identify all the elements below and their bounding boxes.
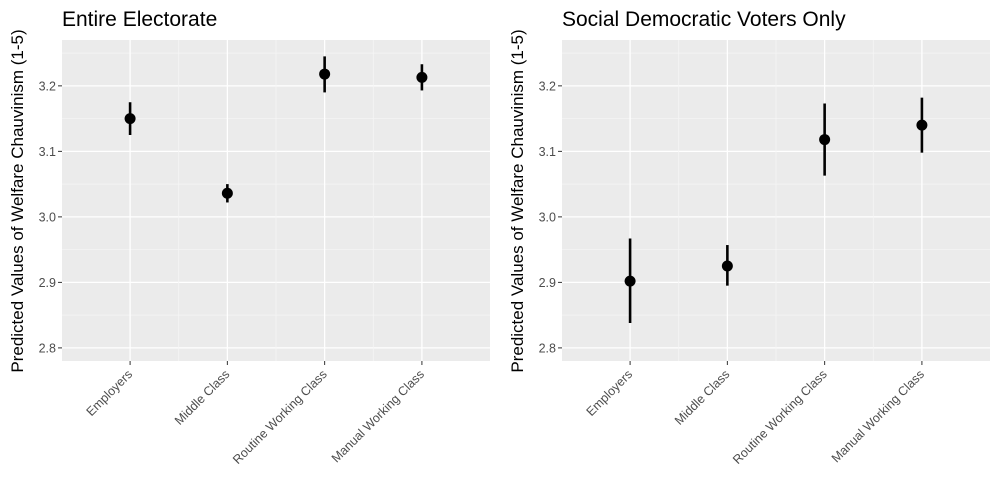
y-tick-label: 2.8 xyxy=(539,341,556,355)
y-tick-label: 3.2 xyxy=(39,79,56,93)
y-tick-label: 3.2 xyxy=(539,79,556,93)
y-tick-label: 2.8 xyxy=(39,341,56,355)
y-tick-label: 3.1 xyxy=(539,145,556,159)
y-tick-label: 3.0 xyxy=(539,210,556,224)
data-point xyxy=(916,119,928,131)
chart-title: Entire Electorate xyxy=(62,8,217,31)
y-axis-label: Predicted Values of Welfare Chauvinism (… xyxy=(8,29,27,372)
y-tick-label: 3.0 xyxy=(39,210,56,224)
panel-social-democratic-voters: Social Democratic Voters Only Predicted … xyxy=(508,8,990,467)
chart-title: Social Democratic Voters Only xyxy=(562,8,846,31)
x-tick-label: Employers xyxy=(584,367,636,419)
data-point xyxy=(319,68,331,80)
data-point xyxy=(416,71,428,83)
grid-layer xyxy=(562,40,990,361)
x-tick-label: Routine Working Class xyxy=(230,367,330,467)
data-layer xyxy=(124,56,428,203)
y-axis: 2.8 2.9 3.0 3.1 3.2 xyxy=(539,79,562,355)
x-tick-label: Employers xyxy=(84,367,136,419)
data-point xyxy=(721,260,733,272)
y-tick-label: 3.1 xyxy=(39,145,56,159)
y-tick-label: 2.9 xyxy=(39,276,56,290)
data-point xyxy=(819,134,831,146)
data-point xyxy=(124,113,136,125)
data-point xyxy=(624,275,636,287)
y-tick-label: 2.9 xyxy=(539,276,556,290)
y-axis-label: Predicted Values of Welfare Chauvinism (… xyxy=(508,29,527,372)
x-tick-label: Routine Working Class xyxy=(730,367,830,467)
y-axis: 2.8 2.9 3.0 3.1 3.2 xyxy=(39,79,62,355)
data-layer xyxy=(624,97,928,324)
x-tick-label: Middle Class xyxy=(172,367,233,428)
panel-entire-electorate: Entire Electorate Predicted Values of We… xyxy=(8,8,490,467)
x-tick-label: Manual Working Class xyxy=(829,367,927,465)
x-tick-label: Manual Working Class xyxy=(329,367,427,465)
data-point xyxy=(221,187,233,199)
x-tick-label: Middle Class xyxy=(672,367,733,428)
